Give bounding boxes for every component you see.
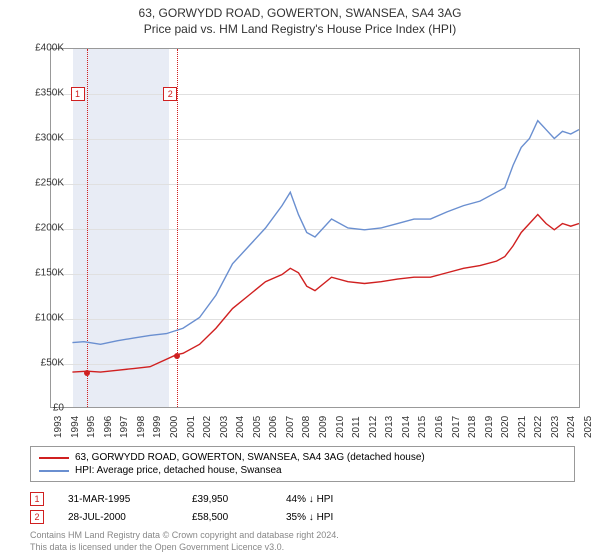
x-tick-label: 2002: [202, 416, 213, 438]
x-tick-label: 2011: [351, 416, 362, 438]
footer-line-1: Contains HM Land Registry data © Crown c…: [30, 530, 339, 542]
chart-title-block: 63, GORWYDD ROAD, GOWERTON, SWANSEA, SA4…: [0, 0, 600, 38]
x-tick-label: 2006: [268, 416, 279, 438]
series-line: [72, 121, 579, 345]
x-tick-label: 2023: [550, 416, 561, 438]
sale-row-date: 28-JUL-2000: [68, 512, 168, 523]
legend-item: HPI: Average price, detached house, Swan…: [39, 464, 566, 477]
footer-line-2: This data is licensed under the Open Gov…: [30, 542, 339, 554]
x-tick-label: 2003: [219, 416, 230, 438]
legend-swatch: [39, 470, 69, 472]
x-tick-label: 2016: [434, 416, 445, 438]
x-tick-label: 2020: [500, 416, 511, 438]
title-main: 63, GORWYDD ROAD, GOWERTON, SWANSEA, SA4…: [0, 6, 600, 20]
x-tick-label: 2013: [384, 416, 395, 438]
x-tick-label: 2014: [401, 416, 412, 438]
sale-row-pct: 35% ↓ HPI: [286, 512, 376, 523]
y-tick-label: £50K: [14, 358, 64, 369]
y-tick-label: £350K: [14, 88, 64, 99]
x-tick-label: 2024: [566, 416, 577, 438]
chart-lines: [51, 49, 579, 407]
x-tick-label: 2005: [252, 416, 263, 438]
x-tick-label: 2021: [517, 416, 528, 438]
title-sub: Price paid vs. HM Land Registry's House …: [0, 22, 600, 36]
x-tick-label: 2001: [186, 416, 197, 438]
x-tick-label: 2022: [533, 416, 544, 438]
legend-swatch: [39, 457, 69, 459]
sale-marker-badge: 1: [71, 87, 85, 101]
x-tick-label: 2015: [417, 416, 428, 438]
y-tick-label: £400K: [14, 43, 64, 54]
x-tick-label: 2019: [484, 416, 495, 438]
x-tick-label: 2000: [169, 416, 180, 438]
y-tick-label: £150K: [14, 268, 64, 279]
legend-item: 63, GORWYDD ROAD, GOWERTON, SWANSEA, SA4…: [39, 451, 566, 464]
sale-row-pct: 44% ↓ HPI: [286, 494, 376, 505]
footer-attribution: Contains HM Land Registry data © Crown c…: [30, 530, 339, 553]
sale-marker-badge: 2: [163, 87, 177, 101]
x-tick-label: 2012: [368, 416, 379, 438]
x-tick-label: 1995: [86, 416, 97, 438]
x-tick-label: 1994: [70, 416, 81, 438]
chart-plot-area: 12: [50, 48, 580, 408]
x-tick-label: 2025: [583, 416, 594, 438]
x-tick-label: 2009: [318, 416, 329, 438]
sale-row-badge: 2: [30, 510, 44, 524]
x-tick-label: 1999: [152, 416, 163, 438]
sale-row-price: £39,950: [192, 494, 262, 505]
sale-dot: [84, 370, 90, 376]
x-tick-label: 1996: [103, 416, 114, 438]
sale-row-badge: 1: [30, 492, 44, 506]
sale-row: 1 31-MAR-1995 £39,950 44% ↓ HPI: [30, 490, 575, 508]
y-tick-label: £0: [14, 403, 64, 414]
x-tick-label: 2018: [467, 416, 478, 438]
sale-row-price: £58,500: [192, 512, 262, 523]
series-line: [72, 215, 579, 373]
y-tick-label: £250K: [14, 178, 64, 189]
x-tick-label: 1993: [53, 416, 64, 438]
x-tick-label: 2017: [451, 416, 462, 438]
y-tick-label: £300K: [14, 133, 64, 144]
x-tick-label: 2008: [301, 416, 312, 438]
sale-markers-table: 1 31-MAR-1995 £39,950 44% ↓ HPI 2 28-JUL-2000…: [30, 490, 575, 526]
y-tick-label: £100K: [14, 313, 64, 324]
legend-label: HPI: Average price, detached house, Swan…: [75, 465, 282, 476]
sale-row-date: 31-MAR-1995: [68, 494, 168, 505]
y-tick-label: £200K: [14, 223, 64, 234]
legend-label: 63, GORWYDD ROAD, GOWERTON, SWANSEA, SA4…: [75, 452, 425, 463]
x-tick-label: 1997: [119, 416, 130, 438]
sale-dot: [174, 353, 180, 359]
x-tick-label: 2010: [335, 416, 346, 438]
x-tick-label: 2004: [235, 416, 246, 438]
sale-row: 2 28-JUL-2000 £58,500 35% ↓ HPI: [30, 508, 575, 526]
x-tick-label: 2007: [285, 416, 296, 438]
x-tick-label: 1998: [136, 416, 147, 438]
legend: 63, GORWYDD ROAD, GOWERTON, SWANSEA, SA4…: [30, 446, 575, 482]
